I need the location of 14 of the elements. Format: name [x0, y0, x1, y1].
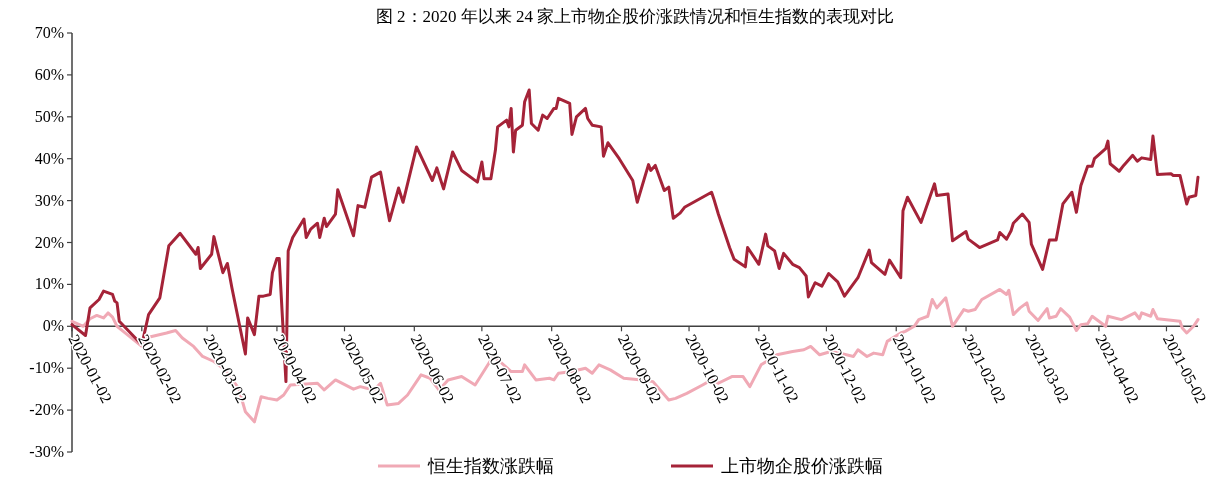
y-tick-label: 30% [34, 191, 64, 209]
y-tick-label: 0% [42, 317, 64, 335]
chart-title: 图 2：2020 年以来 24 家上市物企股价涨跌情况和恒生指数的表现对比 [375, 7, 895, 26]
y-tick-label: 10% [34, 275, 64, 293]
y-tick-label: 50% [34, 107, 64, 125]
y-tick-label: 70% [34, 24, 64, 41]
y-tick-label: 40% [34, 149, 64, 167]
legend-label: 恒生指数涨跌幅 [427, 456, 554, 476]
y-tick-label: -10% [29, 359, 64, 377]
y-tick-label: 60% [34, 65, 64, 83]
y-tick-label: 20% [34, 233, 64, 251]
legend-label: 上市物企股价涨跌幅 [721, 456, 883, 476]
y-tick-label: -20% [29, 401, 64, 419]
y-tick-label: -30% [29, 443, 64, 460]
